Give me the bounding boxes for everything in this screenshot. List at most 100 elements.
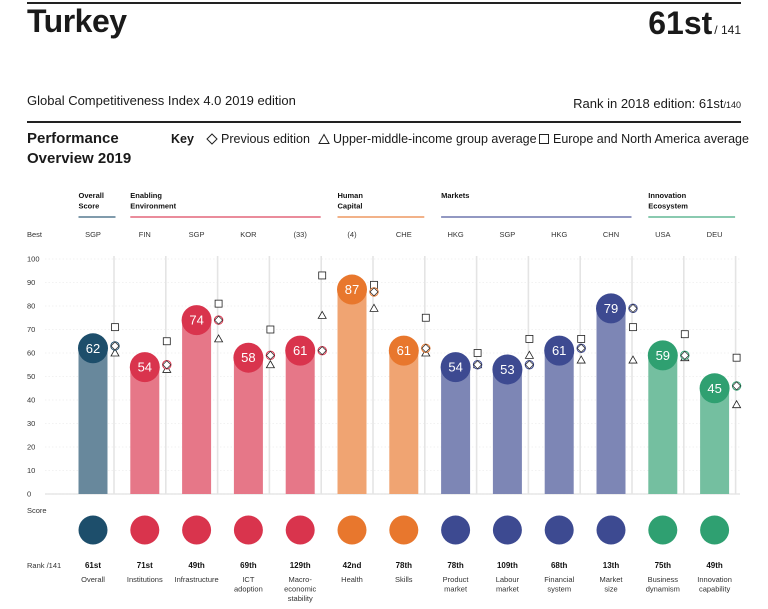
pillar-circle bbox=[78, 515, 108, 545]
best-label: CHN bbox=[603, 230, 619, 239]
score-circle bbox=[233, 342, 264, 373]
previous-rank: Rank in 2018 edition: 61st/140 bbox=[573, 96, 741, 111]
previous-edition-circle bbox=[576, 343, 586, 353]
group-header-1: Enabling bbox=[130, 191, 162, 200]
category-label: Overall bbox=[81, 575, 105, 584]
score-bar bbox=[285, 350, 315, 494]
best-label: SGP bbox=[499, 230, 515, 239]
group-header-2: Human bbox=[338, 191, 364, 200]
score-bar bbox=[337, 289, 367, 494]
category-label: economic bbox=[284, 585, 316, 594]
category-label: ICT bbox=[242, 575, 255, 584]
rank-label: 75th bbox=[655, 561, 672, 570]
score-bar bbox=[544, 350, 574, 494]
previous-edition-circle bbox=[317, 345, 327, 356]
previous-edition-marker bbox=[265, 350, 275, 360]
category-label: Labour bbox=[496, 575, 520, 584]
best-label: HKG bbox=[447, 230, 463, 239]
pillar-circle bbox=[492, 515, 522, 545]
europe-average-marker bbox=[162, 337, 171, 346]
best-label: FIN bbox=[139, 230, 151, 239]
y-tick-60: 60 bbox=[27, 349, 35, 358]
previous-edition-marker bbox=[680, 350, 690, 360]
best-label: KOR bbox=[240, 230, 257, 239]
rank-label: 129th bbox=[290, 561, 311, 570]
europe-average-marker bbox=[525, 334, 534, 343]
score-label: 74 bbox=[189, 313, 203, 328]
pillar-circle bbox=[233, 515, 263, 545]
overall-rank: 61st/ 141 bbox=[648, 5, 741, 42]
prev-rank-label: Rank in 2018 edition: 61st bbox=[573, 96, 724, 111]
category-label: market bbox=[444, 585, 468, 594]
score-label: 79 bbox=[604, 301, 618, 316]
previous-edition-circle bbox=[369, 287, 379, 297]
best-row-label: Best bbox=[27, 230, 43, 239]
rank-label: 49th bbox=[188, 561, 205, 570]
square-icon bbox=[539, 134, 549, 144]
category-label: Institutions bbox=[127, 575, 163, 584]
score-label: 54 bbox=[138, 360, 152, 375]
europe-average-marker bbox=[577, 334, 586, 343]
rank-label: 78th bbox=[447, 561, 464, 570]
previous-edition-circle bbox=[472, 360, 483, 370]
score-bar bbox=[389, 350, 419, 494]
score-circle bbox=[388, 335, 419, 366]
top-rule bbox=[27, 2, 741, 4]
best-label: SGP bbox=[85, 230, 101, 239]
previous-edition-marker bbox=[576, 343, 586, 353]
category-label: Innovation bbox=[697, 575, 732, 584]
key-item-previous: Previous edition bbox=[221, 132, 310, 146]
previous-edition-marker bbox=[369, 287, 379, 297]
pillar-circle bbox=[337, 515, 367, 545]
previous-edition-circle bbox=[731, 381, 742, 391]
rank-value: 61st bbox=[648, 5, 713, 41]
previous-edition-circle bbox=[265, 350, 276, 361]
category-label: capability bbox=[699, 585, 731, 594]
rank-row-label: Rank /141 bbox=[27, 561, 61, 570]
category-label: market bbox=[496, 585, 520, 594]
score-bar bbox=[492, 369, 522, 494]
previous-edition-circle bbox=[680, 350, 690, 361]
best-label: HKG bbox=[551, 230, 567, 239]
best-label: (4) bbox=[347, 230, 357, 239]
previous-edition-marker bbox=[421, 343, 431, 353]
group-header-4: Ecosystem bbox=[648, 202, 688, 211]
country-name: Turkey bbox=[27, 3, 127, 39]
performance-title: Performance Overview 2019 bbox=[27, 130, 132, 167]
category-label: Infrastructure bbox=[175, 575, 219, 584]
y-tick-30: 30 bbox=[27, 419, 35, 428]
score-circle bbox=[129, 352, 160, 383]
rank-label: 78th bbox=[396, 561, 413, 570]
europe-average-marker bbox=[214, 299, 223, 308]
best-label: SGP bbox=[189, 230, 205, 239]
score-label: 62 bbox=[86, 341, 100, 356]
category-label: stability bbox=[288, 594, 313, 603]
previous-edition-marker bbox=[628, 303, 638, 313]
y-tick-0: 0 bbox=[27, 490, 31, 499]
pillar-circle bbox=[700, 515, 730, 545]
best-label: DEU bbox=[707, 230, 723, 239]
upper-middle-average-marker bbox=[317, 310, 327, 319]
upper-middle-average-marker bbox=[213, 334, 224, 343]
pillar-circle bbox=[441, 515, 471, 545]
triangle-icon bbox=[318, 133, 330, 144]
score-circle bbox=[181, 305, 212, 336]
score-row-label: Score bbox=[27, 506, 47, 515]
key-label: Key bbox=[171, 132, 194, 146]
pillar-circle bbox=[648, 515, 678, 545]
pillar-circle bbox=[130, 515, 160, 545]
upper-middle-average-marker bbox=[369, 303, 379, 312]
y-tick-90: 90 bbox=[27, 278, 35, 287]
score-bar bbox=[441, 367, 471, 494]
previous-edition-marker bbox=[214, 315, 224, 325]
score-circle bbox=[596, 293, 626, 324]
rank-label: 69th bbox=[240, 561, 257, 570]
score-circle bbox=[699, 373, 730, 404]
y-tick-20: 20 bbox=[27, 443, 35, 452]
score-circle bbox=[492, 354, 523, 385]
group-header-0: Overall bbox=[79, 191, 104, 200]
upper-middle-average-marker bbox=[524, 350, 535, 359]
score-bar bbox=[596, 308, 626, 494]
rank-label: 71st bbox=[137, 561, 153, 570]
